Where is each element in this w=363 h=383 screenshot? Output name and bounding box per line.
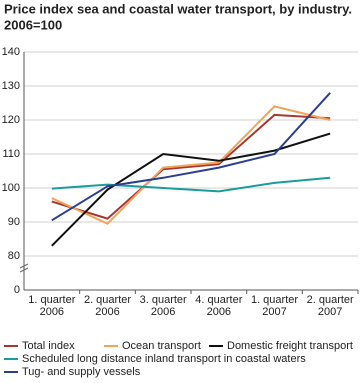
y-tick-label: 130 <box>2 80 20 92</box>
series-line <box>51 132 331 247</box>
series-line <box>51 113 331 220</box>
y-tick-label: 100 <box>2 182 20 194</box>
y-tick-label: 0 <box>14 284 20 296</box>
legend-label: Ocean transport <box>122 340 201 352</box>
y-tick-label: 90 <box>8 216 20 228</box>
x-tick-label: 2. quarter 2006 <box>84 294 131 318</box>
legend-label: Domestic freight transport <box>227 340 353 352</box>
series-line <box>51 176 331 193</box>
x-tick-label: 3. quarter 2006 <box>140 294 187 318</box>
chart-subtitle: 2006=100 <box>4 17 62 32</box>
y-tick-label: 110 <box>2 148 20 160</box>
series-line <box>51 105 331 225</box>
series-line <box>51 92 331 222</box>
legend-label: Tug- and supply vessels <box>22 366 141 378</box>
legend-label: Total index <box>22 340 75 352</box>
x-tick-label: 4. quarter 2006 <box>195 294 242 318</box>
y-tick-label: 80 <box>8 250 20 262</box>
y-tick-label: 140 <box>2 46 20 58</box>
x-tick-label: 2. quarter 2007 <box>307 294 354 318</box>
chart-title: Price index sea and coastal water transp… <box>4 1 352 16</box>
x-tick-label: 1. quarter 2006 <box>28 294 75 318</box>
legend-label: Scheduled long distance inland transport… <box>22 353 306 365</box>
y-tick-label: 120 <box>2 114 20 126</box>
x-tick-label: 1. quarter 2007 <box>251 294 298 318</box>
